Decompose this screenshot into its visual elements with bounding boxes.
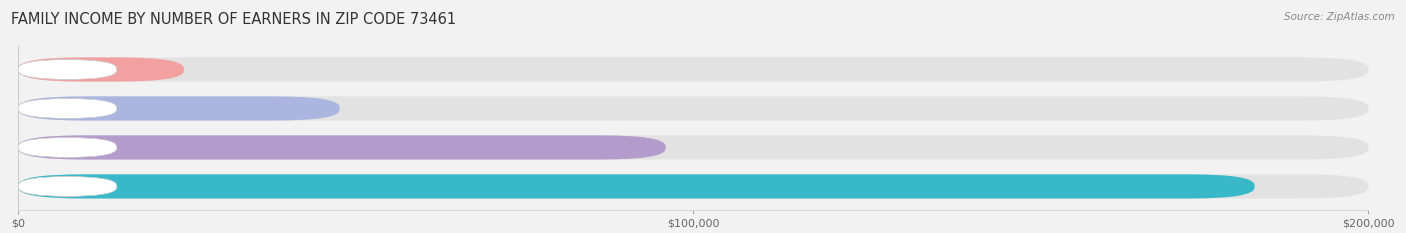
Text: Source: ZipAtlas.com: Source: ZipAtlas.com <box>1284 12 1395 22</box>
Text: 2 Earners: 2 Earners <box>41 142 94 152</box>
Text: 3+ Earners: 3+ Earners <box>37 182 98 192</box>
Text: FAMILY INCOME BY NUMBER OF EARNERS IN ZIP CODE 73461: FAMILY INCOME BY NUMBER OF EARNERS IN ZI… <box>11 12 457 27</box>
Text: $95,893: $95,893 <box>675 141 724 154</box>
Text: $47,604: $47,604 <box>349 102 398 115</box>
Text: $24,545: $24,545 <box>194 63 242 76</box>
Text: 1 Earner: 1 Earner <box>44 103 91 113</box>
Text: No Earners: No Earners <box>37 65 98 75</box>
Text: $183,125: $183,125 <box>1188 180 1249 193</box>
